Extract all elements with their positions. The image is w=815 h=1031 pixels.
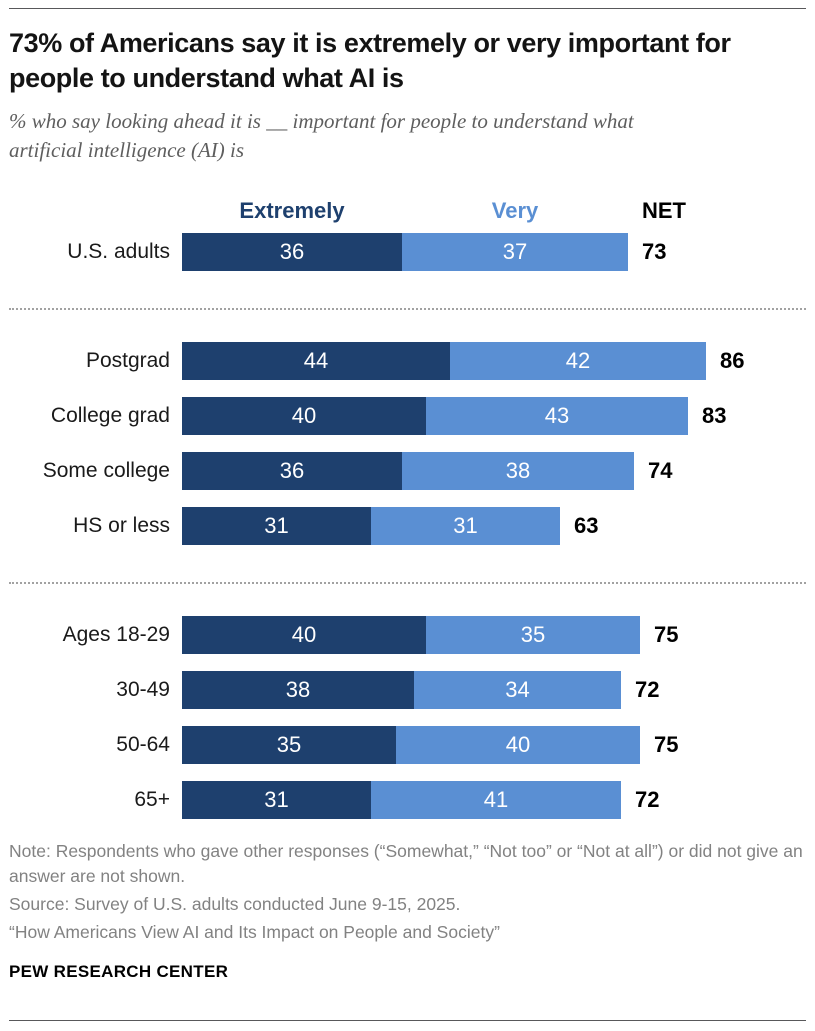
bar-segment-very: 40: [396, 725, 640, 764]
net-value: 75: [654, 621, 679, 647]
bar-groups: U.S. adults 36 37 73 Postgrad 44 42 86 College g…: [9, 232, 806, 819]
chart-footer: Note: Respondents who gave other respons…: [9, 839, 806, 982]
legend-label-net: NET: [642, 197, 686, 223]
bar-segment-very: 37: [402, 232, 628, 271]
bar-segment-very: 43: [426, 396, 688, 435]
legend-label-very: Very: [491, 197, 539, 223]
bar-group-age: Ages 18-29 40 35 75 30-49 38 34 72 50-64 35 40 75 65…: [9, 615, 806, 819]
bar-segment-extremely: 38: [182, 670, 414, 709]
stacked-bar: 36 37 73: [182, 232, 667, 271]
bar-row-label: Ages 18-29: [62, 622, 170, 646]
net-value: 63: [574, 512, 599, 538]
bar-row: HS or less 31 31 63: [9, 506, 806, 545]
chart-subtitle: % who say looking ahead it is __ importa…: [9, 109, 634, 162]
bar-row: 65+ 31 41 72: [9, 780, 806, 819]
stacked-bar: 36 38 74: [182, 451, 673, 490]
bar-row-label: HS or less: [73, 513, 170, 537]
bar-row: 30-49 38 34 72: [9, 670, 806, 709]
bottom-divider: [9, 1020, 806, 1021]
bar-group-education: Postgrad 44 42 86 College grad 40 43 83 Some col…: [9, 341, 806, 545]
bar-segment-very: 34: [414, 670, 621, 709]
bar-row: U.S. adults 36 37 73: [9, 232, 806, 271]
bar-segment-extremely: 36: [182, 451, 402, 490]
net-value: 86: [720, 347, 745, 373]
bar-row: 50-64 35 40 75: [9, 725, 806, 764]
net-value: 72: [635, 676, 660, 702]
bar-segment-extremely: 36: [182, 232, 402, 271]
brand-label: PEW RESEARCH CENTER: [9, 961, 229, 981]
bar-segment-extremely: 44: [182, 341, 450, 380]
bar-row: Postgrad 44 42 86: [9, 341, 806, 380]
net-value: 74: [648, 457, 673, 483]
stacked-bar: 35 40 75: [182, 725, 679, 764]
legend-label-extremely: Extremely: [239, 197, 345, 223]
bar-row-label: 30-49: [116, 677, 170, 701]
bar-row: College grad 40 43 83: [9, 396, 806, 435]
bar-row-label: 50-64: [116, 732, 170, 756]
bar-row: Some college 36 38 74: [9, 451, 806, 490]
bar-row-label: College grad: [50, 403, 170, 427]
page-title: 73% of Americans say it is extremely or …: [9, 28, 731, 94]
stacked-bar: 38 34 72: [182, 670, 660, 709]
bar-segment-very: 31: [371, 506, 560, 545]
bar-segment-very: 35: [426, 615, 640, 654]
bar-row-label: U.S. adults: [67, 239, 170, 263]
stacked-bar: 40 43 83: [182, 396, 727, 435]
stacked-bar: 31 41 72: [182, 780, 660, 819]
chart-legend: Extremely Very NET: [182, 198, 806, 224]
bar-segment-very: 41: [371, 780, 621, 819]
net-value: 75: [654, 731, 679, 757]
note-text: Note: Respondents who gave other respons…: [9, 840, 803, 887]
report-title-text: “How Americans View AI and Its Impact on…: [9, 922, 500, 943]
group-separator: [9, 581, 806, 584]
bar-row-label: Some college: [42, 458, 170, 482]
bar-group-overall: U.S. adults 36 37 73: [9, 232, 806, 271]
net-value: 83: [702, 402, 727, 428]
pew-chart-card: 73% of Americans say it is extremely or …: [0, 8, 815, 1031]
bar-segment-very: 38: [402, 451, 634, 490]
net-value: 73: [642, 238, 667, 264]
bar-segment-extremely: 31: [182, 506, 371, 545]
stacked-bar: 31 31 63: [182, 506, 599, 545]
stacked-bar: 40 35 75: [182, 615, 679, 654]
stacked-bar: 44 42 86: [182, 341, 745, 380]
net-value: 72: [635, 786, 660, 812]
group-separator: [9, 307, 806, 310]
bar-row: Ages 18-29 40 35 75: [9, 615, 806, 654]
bar-segment-extremely: 40: [182, 615, 426, 654]
bar-segment-extremely: 40: [182, 396, 426, 435]
bar-row-label: Postgrad: [85, 348, 170, 372]
source-text: Source: Survey of U.S. adults conducted …: [9, 894, 461, 915]
bar-segment-extremely: 35: [182, 725, 396, 764]
bar-row-label: 65+: [134, 787, 170, 811]
bar-segment-extremely: 31: [182, 780, 371, 819]
bar-segment-very: 42: [450, 341, 706, 380]
stacked-bar-chart: Extremely Very NET U.S. adults 36 37 73 Post…: [9, 198, 806, 819]
top-divider: [9, 8, 806, 9]
